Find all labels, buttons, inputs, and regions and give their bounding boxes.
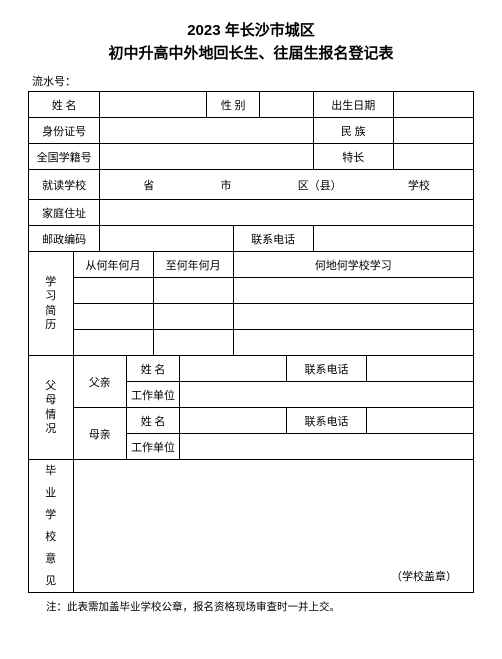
label-idcard: 身份证号 <box>29 118 100 144</box>
label-father-phone: 联系电话 <box>287 356 367 382</box>
field-father-work[interactable] <box>180 382 474 408</box>
label-parents: 父母情况 <box>29 356 74 460</box>
title-line1: 2023 年长沙市城区 <box>28 20 474 43</box>
field-idcard[interactable] <box>100 118 314 144</box>
field-father-phone[interactable] <box>367 356 474 382</box>
label-name: 姓 名 <box>29 92 100 118</box>
label-city: 市 <box>220 177 231 193</box>
field-birth[interactable] <box>393 92 473 118</box>
field-where-study-3[interactable] <box>233 330 473 356</box>
label-ethnic: 民 族 <box>313 118 393 144</box>
field-father-name[interactable] <box>180 356 287 382</box>
form-title: 2023 年长沙市城区 初中升高中外地回长生、往届生报名登记表 <box>28 20 474 65</box>
field-mother-work[interactable] <box>180 434 474 460</box>
label-district: 区（县） <box>298 177 342 193</box>
field-mother-name[interactable] <box>180 408 287 434</box>
field-where-study-2[interactable] <box>233 304 473 330</box>
field-specialty[interactable] <box>393 144 473 170</box>
field-student-id[interactable] <box>100 144 314 170</box>
field-grad-opinion[interactable]: （学校盖章） <box>73 460 474 593</box>
field-name[interactable] <box>100 92 207 118</box>
field-mother-phone[interactable] <box>367 408 474 434</box>
field-to-date-2[interactable] <box>153 304 233 330</box>
field-from-date-1[interactable] <box>73 278 153 304</box>
field-from-date-3[interactable] <box>73 330 153 356</box>
serial-number-label: 流水号： <box>28 73 474 89</box>
seal-placeholder: （学校盖章） <box>391 568 457 584</box>
field-to-date-1[interactable] <box>153 278 233 304</box>
field-gender[interactable] <box>260 92 313 118</box>
label-grad-opinion: 毕 业 学 校 意 见 <box>29 460 74 593</box>
field-address[interactable] <box>100 200 474 226</box>
label-mother-work: 工作单位 <box>126 434 179 460</box>
label-school-attend: 就读学校 <box>29 170 100 200</box>
field-school-attend[interactable]: 省 市 区（县） 学校 <box>100 170 474 200</box>
label-from-date: 从何年何月 <box>73 252 153 278</box>
field-phone[interactable] <box>313 226 473 252</box>
label-study-history: 学习简历 <box>29 252 74 356</box>
title-line2: 初中升高中外地回长生、往届生报名登记表 <box>28 43 474 66</box>
label-father: 父亲 <box>73 356 126 408</box>
label-mother-phone: 联系电话 <box>287 408 367 434</box>
footnote: 注：此表需加盖毕业学校公章，报名资格现场审查时一并上交。 <box>28 599 474 614</box>
label-mother-name: 姓 名 <box>126 408 179 434</box>
label-school-suffix: 学校 <box>408 177 430 193</box>
registration-table: 姓 名 性 别 出生日期 身份证号 民 族 全国学籍号 特长 就读学校 省 市 … <box>28 91 474 593</box>
label-province: 省 <box>143 177 154 193</box>
field-to-date-3[interactable] <box>153 330 233 356</box>
field-ethnic[interactable] <box>393 118 473 144</box>
label-father-work: 工作单位 <box>126 382 179 408</box>
label-phone: 联系电话 <box>233 226 313 252</box>
field-where-study-1[interactable] <box>233 278 473 304</box>
field-from-date-2[interactable] <box>73 304 153 330</box>
label-postcode: 邮政编码 <box>29 226 100 252</box>
label-address: 家庭住址 <box>29 200 100 226</box>
field-postcode[interactable] <box>100 226 233 252</box>
label-to-date: 至何年何月 <box>153 252 233 278</box>
label-specialty: 特长 <box>313 144 393 170</box>
label-father-name: 姓 名 <box>126 356 179 382</box>
label-birth: 出生日期 <box>313 92 393 118</box>
label-mother: 母亲 <box>73 408 126 460</box>
label-student-id: 全国学籍号 <box>29 144 100 170</box>
label-gender: 性 别 <box>206 92 259 118</box>
label-where-study: 何地何学校学习 <box>233 252 473 278</box>
